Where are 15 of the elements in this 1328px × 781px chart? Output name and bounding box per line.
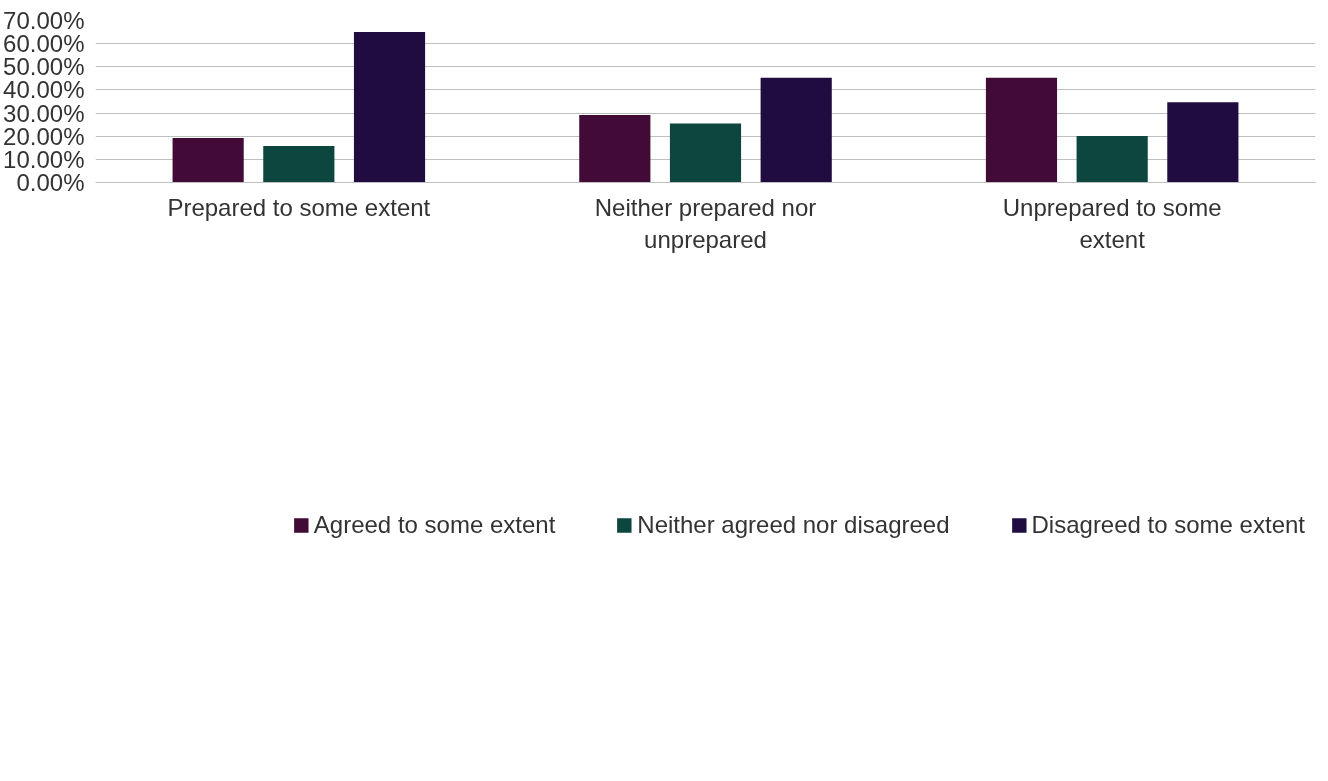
x-tick-label: Prepared to some extent: [167, 193, 431, 221]
legend-label: Neither agreed nor disagreed: [637, 511, 950, 539]
bar: [353, 32, 426, 183]
bar: [669, 123, 742, 183]
bar: [579, 114, 651, 183]
bar: [172, 138, 244, 183]
bar: [1076, 135, 1148, 183]
bar: [985, 77, 1058, 183]
x-tick-label: Unprepared to some extent: [1002, 193, 1222, 253]
bar: [1167, 102, 1239, 183]
bar: [263, 145, 335, 183]
x-tick-label: Neither prepared nor unprepared: [594, 193, 817, 253]
bar: [760, 77, 832, 183]
legend-label: Agreed to some extent: [313, 511, 556, 539]
legend-label: Disagreed to some extent: [1031, 511, 1305, 539]
